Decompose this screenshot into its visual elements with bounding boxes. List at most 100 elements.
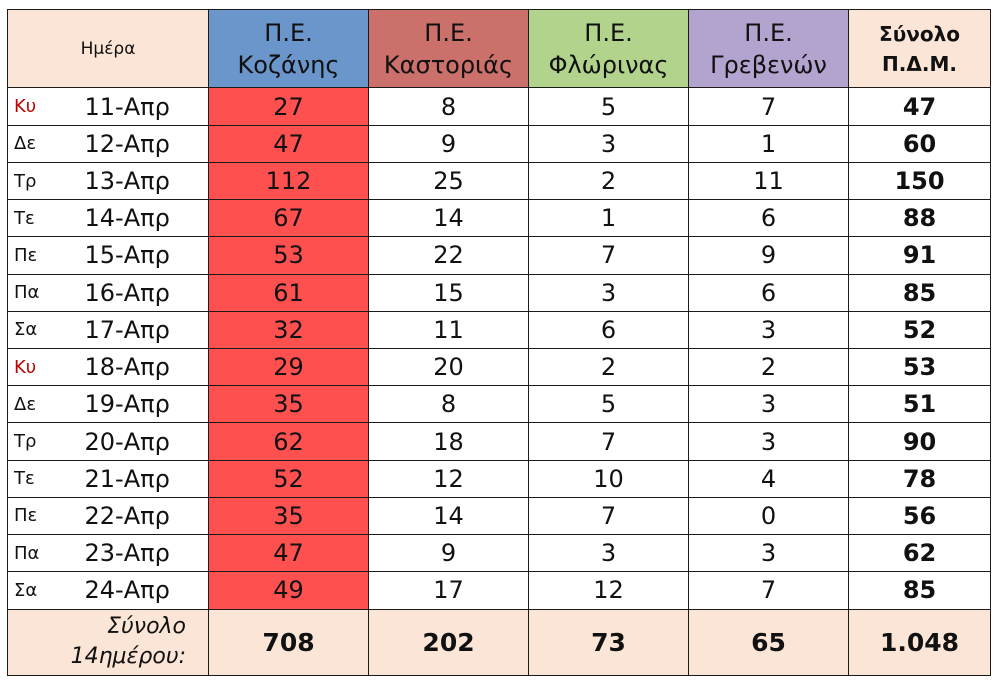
table-row: Πε 15-Απρ 53 22 7 9 91 — [7, 236, 992, 275]
header-row: Ημέρα Π.Ε. Κοζάνης Π.Ε. Καστοριάς Π.Ε. Φ… — [6, 8, 992, 89]
cell-day: Τε — [7, 199, 61, 238]
cell-date: 19-Απρ — [60, 385, 210, 424]
cell-grevena: 3 — [688, 534, 850, 573]
cell-grevena: 1 — [688, 124, 850, 163]
header-grevena-line2: Γρεβενών — [710, 50, 827, 79]
table-row: Κυ 11-Απρ 27 8 5 7 47 — [7, 87, 992, 126]
table-row: Τε 21-Απρ 52 12 10 4 78 — [7, 459, 992, 498]
header-kastoria: Π.Ε. Καστοριάς — [368, 8, 530, 89]
table-row: Σα 17-Απρ 32 11 6 3 52 — [7, 310, 992, 350]
footer-row: Σύνολο 14ημέρου: 708 202 73 65 1.048 — [6, 608, 992, 677]
cell-grevena: 9 — [688, 236, 850, 275]
cell-total: 85 — [848, 273, 992, 312]
cell-day: Δε — [7, 124, 61, 163]
header-florina-line2: Φλώρινας — [548, 50, 669, 79]
cell-grevena: 3 — [688, 422, 850, 461]
header-kastoria-line1: Π.Ε. — [424, 18, 473, 47]
cell-day: Σα — [7, 310, 61, 350]
cell-day: Τε — [7, 459, 61, 498]
cell-date: 16-Απρ — [60, 273, 210, 312]
header-grevena-line1: Π.Ε. — [744, 18, 793, 47]
cell-kastoria: 25 — [368, 161, 530, 201]
header-day: Ημέρα — [6, 8, 210, 89]
cell-florina: 6 — [528, 310, 690, 350]
cell-florina: 7 — [528, 422, 690, 461]
cell-day: Πα — [7, 273, 61, 312]
cell-kozani: 35 — [208, 496, 370, 536]
cell-grevena: 7 — [688, 571, 850, 610]
cell-total: 52 — [848, 310, 992, 350]
header-total: Σύνολο Π.Δ.Μ. — [848, 8, 992, 89]
table-row: Τε 14-Απρ 67 14 1 6 88 — [7, 199, 992, 238]
cell-total: 91 — [848, 236, 992, 275]
cell-kastoria: 17 — [368, 571, 530, 610]
cell-date: 22-Απρ — [60, 496, 210, 536]
cell-date: 23-Απρ — [60, 534, 210, 573]
cell-total: 85 — [848, 571, 992, 610]
cell-kozani: 32 — [208, 310, 370, 350]
cell-grevena: 6 — [688, 199, 850, 238]
cell-florina: 3 — [528, 273, 690, 312]
cell-total: 62 — [848, 534, 992, 573]
cell-day: Κυ — [7, 87, 61, 126]
header-florina: Π.Ε. Φλώρινας — [528, 8, 690, 89]
footer-label-line2: 14ημέρου: — [70, 644, 187, 670]
footer-florina: 73 — [528, 608, 690, 677]
cell-date: 24-Απρ — [60, 571, 210, 610]
cell-grevena: 0 — [688, 496, 850, 536]
footer-kozani: 708 — [208, 608, 370, 677]
cell-kastoria: 9 — [368, 124, 530, 163]
cell-date: 21-Απρ — [60, 459, 210, 498]
footer-grevena: 65 — [688, 608, 850, 677]
cell-florina: 2 — [528, 347, 690, 387]
cell-day: Τρ — [7, 422, 61, 461]
table-row: Πα 23-Απρ 47 9 3 3 62 — [7, 534, 992, 573]
table-row: Πε 22-Απρ 35 14 7 0 56 — [7, 496, 992, 536]
cell-florina: 7 — [528, 236, 690, 275]
cell-kozani: 35 — [208, 385, 370, 424]
cell-date: 18-Απρ — [60, 347, 210, 387]
cell-kozani: 47 — [208, 534, 370, 573]
cell-day: Πε — [7, 236, 61, 275]
table-row: Τρ 20-Απρ 62 18 7 3 90 — [7, 422, 992, 461]
table-row: Δε 19-Απρ 35 8 5 3 51 — [7, 385, 992, 424]
cell-total: 88 — [848, 199, 992, 238]
header-kozani-line1: Π.Ε. — [264, 18, 313, 47]
header-kozani-line2: Κοζάνης — [237, 50, 340, 79]
cell-day: Πε — [7, 496, 61, 536]
cell-florina: 2 — [528, 161, 690, 201]
cell-kastoria: 18 — [368, 422, 530, 461]
cell-date: 15-Απρ — [60, 236, 210, 275]
cell-day: Τρ — [7, 161, 61, 201]
cell-date: 17-Απρ — [60, 310, 210, 350]
cell-florina: 5 — [528, 385, 690, 424]
cell-total: 56 — [848, 496, 992, 536]
cell-day: Δε — [7, 385, 61, 424]
table-row: Δε 12-Απρ 47 9 3 1 60 — [7, 124, 992, 163]
cell-day: Σα — [7, 571, 61, 610]
cell-kastoria: 8 — [368, 385, 530, 424]
cell-total: 150 — [848, 161, 992, 201]
cell-kozani: 112 — [208, 161, 370, 201]
cell-kastoria: 14 — [368, 199, 530, 238]
cell-florina: 5 — [528, 87, 690, 126]
cell-florina: 3 — [528, 124, 690, 163]
cell-total: 60 — [848, 124, 992, 163]
cell-kastoria: 11 — [368, 310, 530, 350]
cell-grevena: 3 — [688, 310, 850, 350]
cell-kastoria: 9 — [368, 534, 530, 573]
cell-total: 53 — [848, 347, 992, 387]
cell-grevena: 7 — [688, 87, 850, 126]
cell-florina: 1 — [528, 199, 690, 238]
cell-kozani: 53 — [208, 236, 370, 275]
cell-kastoria: 8 — [368, 87, 530, 126]
cell-date: 13-Απρ — [60, 161, 210, 201]
cell-kozani: 49 — [208, 571, 370, 610]
cell-total: 47 — [848, 87, 992, 126]
cell-kastoria: 15 — [368, 273, 530, 312]
cell-kozani: 29 — [208, 347, 370, 387]
cell-florina: 3 — [528, 534, 690, 573]
header-grevena: Π.Ε. Γρεβενών — [688, 8, 850, 89]
cell-date: 12-Απρ — [60, 124, 210, 163]
cell-kastoria: 22 — [368, 236, 530, 275]
